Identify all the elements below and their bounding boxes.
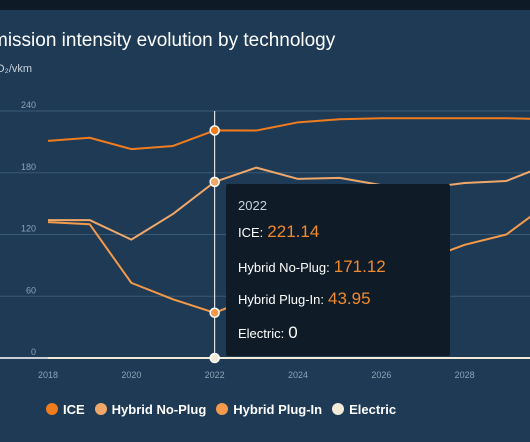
legend-label: Hybrid No-Plug bbox=[111, 401, 207, 417]
legend-item-ice[interactable]: ICE bbox=[46, 402, 85, 417]
hover-point bbox=[209, 307, 220, 319]
tooltip-row-ice: ICE: 221.14 bbox=[238, 222, 319, 242]
chart-legend: ICE Hybrid No-Plug Hybrid Plug-In Electr… bbox=[46, 400, 396, 418]
legend-swatch bbox=[216, 403, 229, 415]
tooltip-value: 43.95 bbox=[327, 289, 371, 308]
top-bar bbox=[0, 0, 530, 10]
y-tick-labels: 240 180 120 60 0 bbox=[21, 100, 36, 357]
tooltip-label: Electric: bbox=[238, 326, 285, 341]
tooltip-label: Hybrid No-Plug: bbox=[238, 260, 330, 275]
legend-swatch bbox=[46, 403, 58, 415]
legend-label: Hybrid Plug-In bbox=[233, 401, 323, 417]
x-tick-label: 2026 bbox=[371, 370, 391, 380]
series-line-hybrid-no-plug bbox=[48, 166, 530, 241]
hover-point bbox=[209, 176, 220, 188]
tooltip-year: 2022 bbox=[238, 198, 267, 213]
legend-item-electric[interactable]: Electric bbox=[332, 402, 396, 417]
y-tick-label: 240 bbox=[21, 100, 36, 110]
series-line-ice bbox=[47, 117, 530, 151]
legend-swatch bbox=[332, 403, 345, 415]
hover-guide bbox=[209, 111, 220, 364]
legend-label: ICE bbox=[63, 401, 85, 417]
tooltip-value: 221.14 bbox=[267, 222, 320, 241]
tooltip-label: ICE: bbox=[238, 225, 264, 240]
data-tooltip: 2022 ICE: 221.14 Hybrid No-Plug: 171.12 Hy… bbox=[226, 184, 450, 356]
y-tick-label: 120 bbox=[21, 224, 36, 234]
x-tick-label: 2024 bbox=[288, 370, 308, 380]
legend-swatch bbox=[94, 403, 107, 415]
legend-label: Electric bbox=[349, 401, 397, 417]
x-tick-label: 2020 bbox=[121, 370, 141, 380]
x-tick-label: 2018 bbox=[38, 370, 58, 380]
y-tick-label: 180 bbox=[21, 162, 36, 172]
y-tick-label: 0 bbox=[31, 347, 36, 357]
y-tick-label: 60 bbox=[26, 285, 36, 295]
tooltip-row-electric: Electric: 0 bbox=[238, 323, 298, 343]
legend-item-hybrid-plug-in[interactable]: Hybrid Plug-In bbox=[216, 402, 322, 417]
tooltip-row-hybrid-plug-in: Hybrid Plug-In: 43.95 bbox=[238, 289, 371, 309]
x-tick-label: 2028 bbox=[455, 370, 475, 380]
tooltip-label: Hybrid Plug-In: bbox=[238, 292, 324, 307]
tooltip-row-hybrid-no-plug: Hybrid No-Plug: 171.12 bbox=[238, 257, 386, 277]
tooltip-value: 171.12 bbox=[333, 257, 386, 276]
x-tick-label: 2022 bbox=[205, 370, 225, 380]
tooltip-value: 0 bbox=[288, 323, 298, 342]
legend-item-hybrid-no-plug[interactable]: Hybrid No-Plug bbox=[94, 401, 207, 417]
hover-point bbox=[209, 352, 220, 364]
y-axis-label: O₂/vkm bbox=[0, 63, 33, 75]
hover-point bbox=[209, 125, 220, 136]
chart-title: mission intensity evolution by technolog… bbox=[0, 30, 336, 51]
